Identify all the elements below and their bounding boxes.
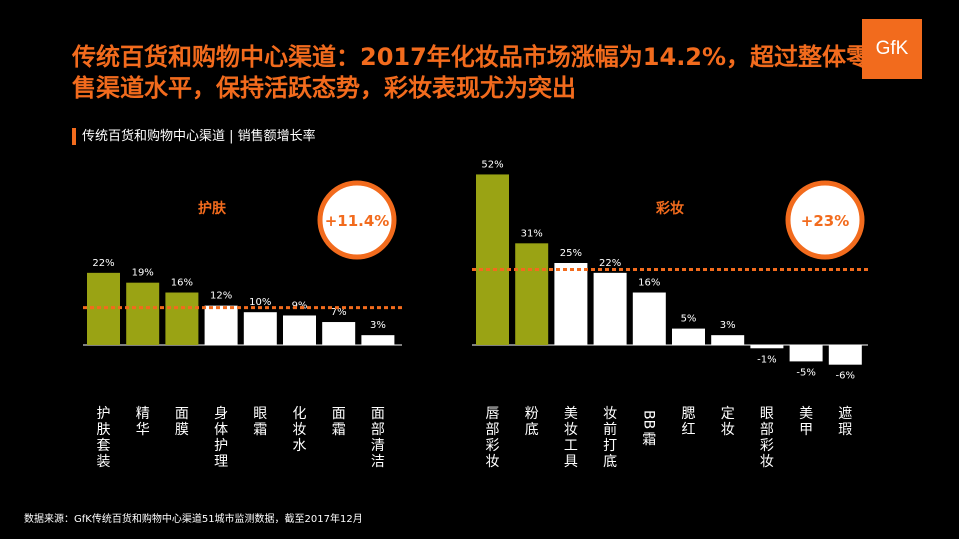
category-label-char: 眼 [760, 406, 774, 422]
value-label: 16% [171, 278, 193, 289]
category-label-char: 面 [332, 406, 346, 422]
average-badge-1 [317, 180, 397, 260]
value-label: 25% [560, 248, 582, 259]
bar-1-5 [243, 312, 277, 345]
bar-2-10 [828, 345, 862, 365]
value-label: -1% [757, 354, 776, 365]
category-label-char: 定 [721, 406, 735, 422]
category-label-char: 洁 [371, 454, 385, 470]
average-badge-label-1: +11.4% [325, 212, 390, 230]
bar-2-9 [789, 345, 823, 362]
value-label: 10% [249, 297, 271, 308]
category-label-char: 华 [136, 422, 150, 438]
bar-2-4 [593, 272, 627, 345]
category-label-char: 面 [371, 406, 385, 422]
category-label-char: 清 [371, 438, 385, 454]
category-label-char: 红 [682, 422, 696, 438]
data-source-note: 数据来源：GfK传统百货和购物中心渠道51城市监测数据，截至2017年12月 [24, 514, 363, 525]
category-label-char: 工 [564, 438, 578, 454]
bar-2-7 [711, 335, 745, 345]
category-label-char: 底 [603, 454, 617, 470]
average-badge-2 [785, 180, 865, 260]
value-label: 12% [210, 291, 232, 302]
bar-1-3 [165, 292, 199, 345]
category-label-char: 霜 [332, 422, 346, 438]
bar-1-4 [204, 305, 238, 345]
category-label-char: 彩 [486, 438, 500, 454]
category-label-char: 水 [293, 438, 307, 454]
chart-subtitle: 传统百货和购物中心渠道 | 销售额增长率 [82, 129, 316, 144]
category-label-char: 妆 [721, 422, 735, 438]
category-label-char: 霜 [253, 422, 267, 438]
value-label: -5% [796, 367, 815, 378]
category-label-char: 眼 [253, 406, 267, 422]
category-label-char: 美 [799, 406, 813, 422]
bar-1-6 [283, 315, 316, 345]
page-title: 传统百货和购物中心渠道：2017年化妆品市场涨幅为14.2%，超过整体零售渠道水… [72, 43, 871, 102]
category-label-char: 打 [603, 437, 617, 454]
value-label: 3% [720, 320, 736, 331]
value-label: -6% [836, 371, 855, 382]
category-label-char: 部 [760, 422, 774, 438]
category-label-char: 部 [371, 422, 385, 438]
category-label-char: 妆 [603, 406, 617, 422]
subtitle-accent-bar [72, 128, 76, 145]
category-label-char: 肤 [97, 422, 111, 438]
category-label-char: 装 [97, 454, 111, 470]
category-label-char: 底 [525, 422, 539, 438]
category-label-char: 遮 [838, 406, 852, 422]
category-label-char: 瑕 [838, 422, 852, 438]
value-label: 3% [370, 320, 386, 331]
bar-1-2 [126, 282, 160, 345]
bar-2-5 [632, 292, 666, 345]
category-label-char: 面 [175, 406, 189, 422]
category-label-char: 美 [564, 406, 578, 422]
category-label-char: 粉 [525, 406, 539, 422]
value-label: 22% [599, 258, 621, 269]
value-label: 31% [521, 228, 543, 239]
bar-1-8 [361, 335, 395, 345]
category-label-latin: BB [640, 410, 656, 429]
category-label-char: 理 [214, 454, 228, 470]
bar-1-7 [322, 322, 356, 345]
category-label-char: 妆 [293, 422, 307, 438]
bar-2-2 [515, 243, 549, 345]
average-badge-label-2: +23% [801, 212, 849, 230]
category-label-char: 部 [486, 422, 500, 438]
bar-2-8 [750, 345, 784, 349]
bar-2-6 [672, 328, 705, 345]
category-label-char: 套 [97, 438, 111, 454]
value-label: 52% [481, 159, 503, 170]
category-label-char: 精 [136, 406, 150, 422]
category-label-char: 化 [293, 406, 307, 422]
value-label: 19% [132, 268, 154, 279]
category-label-char: 前 [603, 421, 617, 438]
bar-2-1 [476, 174, 509, 345]
category-label-char: 膜 [175, 422, 189, 438]
category-label-char: 霜 [642, 432, 656, 448]
bar-2-3 [554, 263, 588, 345]
category-label-char: 妆 [760, 454, 774, 470]
value-label: 9% [292, 300, 308, 311]
category-label-char: 彩 [760, 438, 774, 454]
value-label: 5% [681, 314, 697, 325]
value-label: 22% [92, 258, 114, 269]
category-label-char: 妆 [564, 422, 578, 438]
category-label-char: 体 [214, 422, 228, 438]
category-label-char: 具 [564, 454, 578, 470]
group-label-1: 护肤 [198, 200, 227, 217]
value-label: 16% [638, 278, 660, 289]
category-label-char: 护 [214, 438, 228, 454]
category-label-char: 护 [97, 406, 111, 422]
value-label: 7% [331, 307, 347, 318]
category-label-char: 甲 [799, 422, 813, 438]
category-label-char: 腮 [682, 406, 696, 422]
category-label-char: 唇 [486, 406, 500, 422]
gfk-logo: GfK [862, 19, 922, 79]
category-label-char: 身 [214, 406, 228, 422]
group-label-2: 彩妆 [655, 200, 684, 217]
category-label-char: 妆 [486, 454, 500, 470]
